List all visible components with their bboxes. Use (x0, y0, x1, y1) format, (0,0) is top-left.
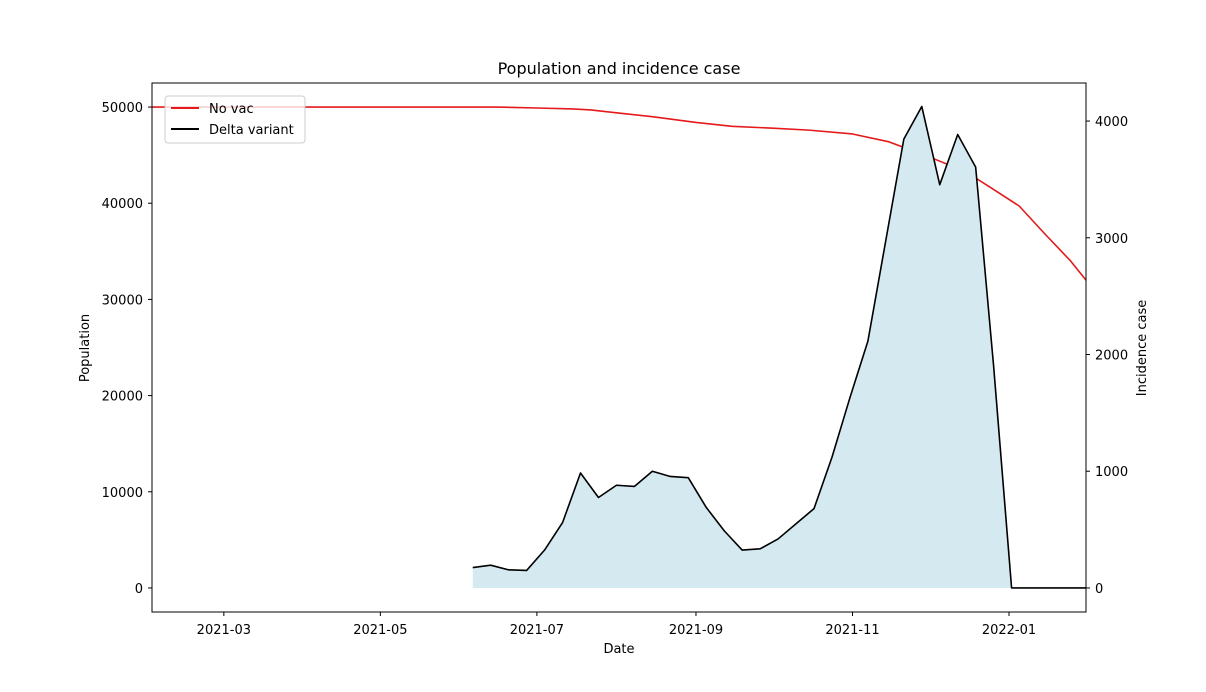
y-tick-label-left: 20000 (102, 390, 143, 405)
x-axis: 2021-03 2021-05 2021-07 2021-09 2021-11 2022-… (197, 612, 1036, 638)
y-tick-label-right: 4000 (1095, 115, 1128, 130)
series-line-no-vac (152, 106, 1087, 281)
y-tick-label-right: 3000 (1095, 232, 1128, 247)
x-tick-label: 2021-05 (353, 623, 407, 638)
x-tick-label: 2021-03 (197, 623, 251, 638)
x-tick-label: 2021-07 (510, 623, 564, 638)
x-tick-label: 2021-09 (669, 623, 723, 638)
y-tick-label-left: 10000 (102, 486, 143, 501)
y-tick-label-right: 0 (1095, 582, 1103, 597)
x-tick-label: 2021-11 (825, 623, 879, 638)
chart-title: Population and incidence case (498, 59, 741, 78)
y-axis-left: 0 10000 20000 30000 40000 50000 (102, 101, 152, 597)
x-tick-label: 2022-01 (982, 623, 1036, 638)
y-tick-label-right: 2000 (1095, 349, 1128, 364)
y-tick-label-left: 40000 (102, 197, 143, 212)
y-tick-label-right: 1000 (1095, 465, 1128, 480)
y-axis-right-label: Incidence case (1135, 300, 1150, 396)
y-tick-label-left: 0 (135, 582, 143, 597)
y-tick-label-left: 50000 (102, 101, 143, 116)
y-tick-label-left: 30000 (102, 293, 143, 308)
plot-frame (151, 82, 1087, 613)
legend-label-no-vac: No vac (209, 102, 254, 117)
legend-box (164, 95, 306, 144)
y-axis-left-label: Population (78, 314, 93, 382)
x-axis-label: Date (603, 642, 634, 657)
series-area-delta-variant (472, 106, 1086, 588)
series-line-delta-variant (472, 105, 1086, 589)
legend-label-delta-variant: Delta variant (209, 123, 294, 138)
y-axis-right: 0 1000 2000 3000 4000 (1086, 115, 1128, 597)
legend: No vac Delta variant (164, 95, 306, 144)
plot-area (152, 105, 1087, 589)
